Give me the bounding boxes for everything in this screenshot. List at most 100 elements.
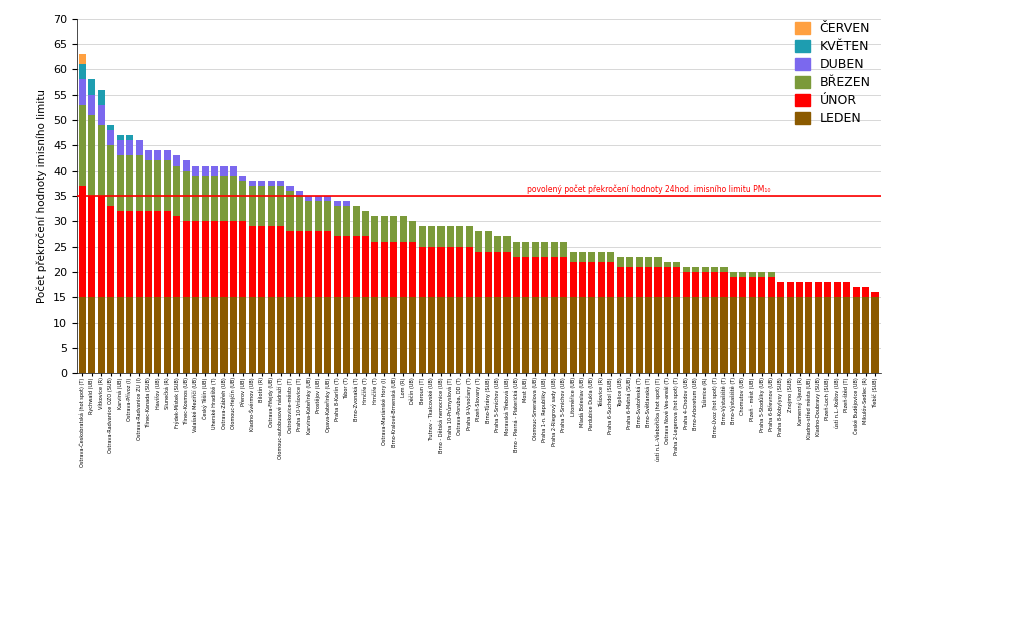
Bar — [352, 236, 359, 297]
Bar — [815, 282, 822, 297]
Bar — [296, 196, 303, 231]
Bar — [182, 160, 189, 170]
Bar — [352, 206, 359, 236]
Bar — [182, 297, 189, 373]
Bar — [504, 297, 511, 373]
Bar — [457, 226, 464, 246]
Bar — [399, 297, 407, 373]
Bar — [240, 221, 247, 297]
Bar — [108, 297, 115, 373]
Bar — [494, 252, 501, 297]
Bar — [211, 221, 218, 297]
Bar — [278, 226, 284, 297]
Bar — [314, 231, 322, 297]
Bar — [730, 297, 737, 373]
Bar — [589, 297, 596, 373]
Bar — [258, 226, 265, 297]
Bar — [249, 186, 256, 226]
Bar — [475, 231, 482, 252]
Bar — [749, 277, 756, 297]
Bar — [211, 165, 218, 175]
Bar — [551, 257, 558, 297]
Bar — [352, 297, 359, 373]
Bar — [636, 267, 643, 297]
Bar — [692, 272, 699, 297]
Bar — [711, 272, 718, 297]
Bar — [155, 160, 162, 211]
Bar — [182, 170, 189, 221]
Bar — [457, 297, 464, 373]
Bar — [325, 201, 332, 231]
Bar — [768, 277, 775, 297]
Bar — [135, 156, 142, 211]
Bar — [410, 241, 416, 297]
Bar — [145, 151, 152, 160]
Bar — [457, 246, 464, 297]
Bar — [399, 241, 407, 297]
Bar — [202, 297, 209, 373]
Bar — [749, 297, 756, 373]
Bar — [296, 297, 303, 373]
Bar — [494, 236, 501, 252]
Bar — [305, 196, 312, 201]
Bar — [267, 186, 274, 226]
Bar — [334, 297, 341, 373]
Bar — [314, 297, 322, 373]
Bar — [616, 267, 624, 297]
Bar — [446, 297, 454, 373]
Bar — [267, 297, 274, 373]
Bar — [768, 297, 775, 373]
Bar — [287, 186, 294, 191]
Bar — [343, 201, 350, 206]
Bar — [410, 221, 416, 241]
Bar — [824, 282, 831, 297]
Bar — [419, 226, 426, 246]
Bar — [173, 156, 180, 165]
Y-axis label: Počet překročení hodnoty imisního limitu: Počet překročení hodnoty imisního limitu — [37, 89, 47, 303]
Bar — [249, 181, 256, 186]
Bar — [721, 267, 728, 272]
Bar — [126, 140, 133, 156]
Bar — [278, 186, 284, 226]
Bar — [79, 54, 86, 64]
Bar — [193, 221, 200, 297]
Bar — [683, 267, 690, 272]
Bar — [372, 297, 379, 373]
Bar — [721, 297, 728, 373]
Bar — [475, 297, 482, 373]
Bar — [211, 297, 218, 373]
Bar — [390, 241, 397, 297]
Bar — [117, 156, 124, 211]
Bar — [325, 231, 332, 297]
Bar — [211, 175, 218, 221]
Bar — [126, 297, 133, 373]
Bar — [758, 297, 765, 373]
Bar — [806, 297, 812, 373]
Bar — [664, 267, 671, 297]
Bar — [815, 297, 822, 373]
Bar — [117, 135, 124, 140]
Bar — [616, 257, 624, 267]
Bar — [607, 297, 614, 373]
Bar — [88, 196, 95, 297]
Bar — [287, 191, 294, 231]
Bar — [701, 297, 709, 373]
Bar — [164, 211, 171, 297]
Bar — [777, 282, 784, 297]
Bar — [314, 196, 322, 201]
Bar — [278, 181, 284, 186]
Bar — [626, 267, 633, 297]
Bar — [711, 267, 718, 272]
Bar — [372, 216, 379, 241]
Bar — [428, 297, 435, 373]
Bar — [542, 297, 548, 373]
Bar — [428, 246, 435, 297]
Bar — [598, 252, 605, 262]
Bar — [108, 125, 115, 130]
Bar — [98, 297, 104, 373]
Bar — [607, 262, 614, 297]
Bar — [108, 146, 115, 206]
Bar — [484, 252, 492, 297]
Bar — [98, 125, 104, 196]
Bar — [692, 297, 699, 373]
